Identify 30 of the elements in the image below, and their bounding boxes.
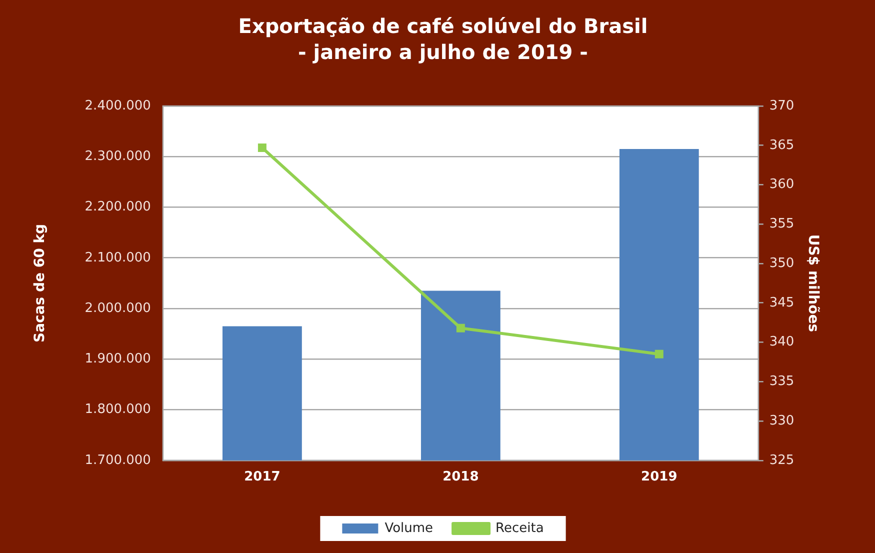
point xyxy=(258,144,266,152)
legend-label: Volume xyxy=(384,520,434,536)
y-tick-label: 1.900.000 xyxy=(84,352,151,367)
y2-tick-label: 325 xyxy=(769,452,794,468)
x-tick-label: 2017 xyxy=(244,470,280,485)
y2-tick-label: 330 xyxy=(769,413,794,428)
point xyxy=(654,350,664,358)
y2-tick-label: 370 xyxy=(769,98,794,114)
y2-tick-label: 335 xyxy=(769,374,794,390)
y-tick-label: 1.800.000 xyxy=(84,402,151,418)
chart-title: Exportação de café solúvel do Brasil xyxy=(238,14,648,38)
point xyxy=(456,324,465,332)
chart-subtitle: - janeiro a julho de 2019 - xyxy=(298,40,588,64)
y-tick-label: 2.300.000 xyxy=(84,149,151,164)
y-tick-label: 1.700.000 xyxy=(84,452,151,468)
y2-tick-label: 365 xyxy=(769,138,794,153)
x-tick-label: 2019 xyxy=(641,470,678,485)
legend-label: Receita xyxy=(496,520,544,536)
y2-tick-label: 340 xyxy=(769,334,794,350)
y2-tick-label: 355 xyxy=(769,216,794,232)
y2-tick-label: 350 xyxy=(769,256,794,271)
y-tick-label: 2.400.000 xyxy=(84,98,151,114)
x-tick-label: 2018 xyxy=(442,470,479,485)
y2-axis-title: US$ milhões xyxy=(804,234,821,332)
y-tick-label: 2.200.000 xyxy=(84,200,151,215)
y-tick-label: 2.000.000 xyxy=(84,300,151,316)
y2-tick-label: 345 xyxy=(769,295,794,310)
y-axis-title: Sacas de 60 kg xyxy=(32,224,48,342)
y-tick-label: 2.100.000 xyxy=(84,250,151,266)
y2-tick-label: 360 xyxy=(769,177,794,192)
